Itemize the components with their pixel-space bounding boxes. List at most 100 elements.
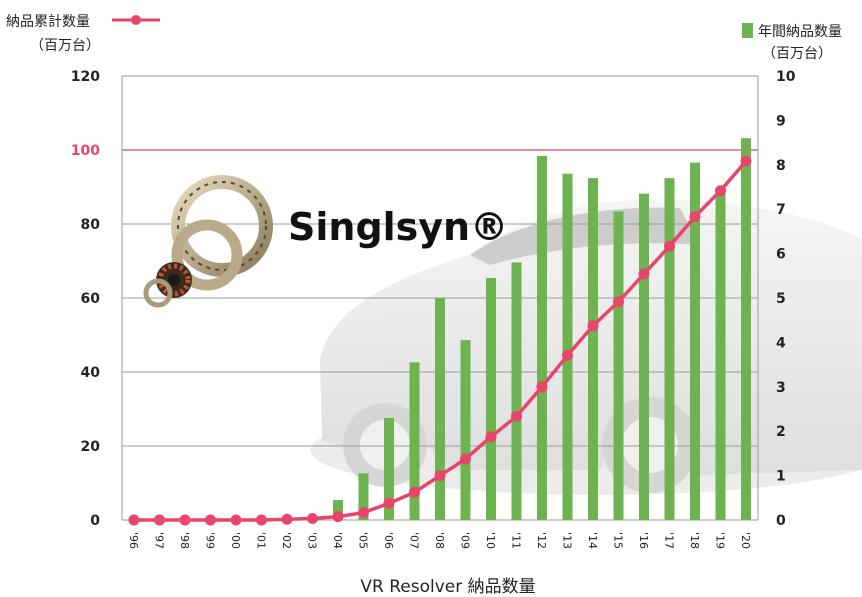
line-point bbox=[740, 155, 752, 167]
bar-legend-marker bbox=[742, 23, 753, 38]
bar bbox=[358, 473, 369, 520]
bar bbox=[664, 178, 675, 520]
x-tick-label: '97 bbox=[153, 532, 166, 549]
line-point bbox=[179, 514, 191, 526]
x-tick-label: '00 bbox=[229, 532, 242, 549]
right-tick-label: 2 bbox=[776, 424, 786, 440]
bar bbox=[511, 262, 522, 520]
right-tick-label: 0 bbox=[776, 513, 786, 529]
right-tick-label: 7 bbox=[776, 202, 786, 218]
x-tick-label: '13 bbox=[561, 532, 574, 549]
left-tick-label: 120 bbox=[71, 69, 100, 85]
bar bbox=[639, 193, 649, 520]
x-tick-label: '15 bbox=[612, 532, 625, 549]
x-tick-label: '18 bbox=[688, 532, 701, 549]
bar bbox=[384, 417, 394, 520]
right-tick-label: 8 bbox=[776, 158, 786, 174]
right-axis-ticks: 0 1 2 3 4 5 6 7 8 9 10 bbox=[776, 69, 796, 529]
line-point bbox=[638, 268, 650, 280]
left-axis-ticks: 0 20 40 60 80 100 120 bbox=[71, 69, 100, 529]
x-tick-label: '01 bbox=[255, 532, 268, 549]
left-tick-label: 40 bbox=[81, 365, 101, 381]
left-tick-label: 0 bbox=[90, 513, 100, 529]
right-tick-label: 10 bbox=[776, 69, 796, 85]
line-point bbox=[383, 497, 395, 509]
line-point bbox=[434, 470, 446, 482]
x-tick-label: '12 bbox=[535, 532, 548, 549]
right-tick-label: 9 bbox=[776, 113, 786, 129]
line-point bbox=[689, 211, 701, 223]
right-axis-label: 年間納品数量 bbox=[758, 24, 842, 40]
bar bbox=[460, 340, 471, 520]
bar bbox=[562, 173, 573, 520]
right-axis-unit: （百万台） bbox=[762, 46, 832, 62]
right-tick-label: 3 bbox=[776, 380, 786, 396]
x-tick-label: '11 bbox=[510, 532, 523, 549]
line-point bbox=[409, 486, 420, 498]
x-tick-label: '04 bbox=[331, 532, 344, 549]
bar bbox=[435, 298, 445, 520]
x-tick-label: '98 bbox=[178, 532, 191, 549]
x-tick-label: '03 bbox=[306, 532, 319, 549]
right-tick-label: 6 bbox=[776, 247, 786, 263]
line-point bbox=[562, 349, 573, 361]
left-tick-label: 20 bbox=[81, 439, 101, 455]
left-tick-label: 60 bbox=[81, 291, 101, 307]
x-tick-label: '20 bbox=[739, 532, 752, 549]
bar bbox=[588, 178, 598, 520]
line-series bbox=[128, 155, 752, 526]
bar bbox=[333, 500, 343, 520]
x-tick-label: '08 bbox=[433, 532, 446, 549]
line-legend-marker bbox=[112, 15, 160, 25]
bar bbox=[409, 362, 420, 520]
line-point bbox=[358, 507, 369, 519]
x-tick-label: '05 bbox=[357, 532, 370, 549]
x-tick-label: '14 bbox=[586, 532, 599, 549]
x-tick-label: '10 bbox=[484, 532, 497, 549]
line-point bbox=[256, 514, 267, 526]
line-point bbox=[664, 240, 675, 252]
x-tick-label: '07 bbox=[408, 532, 421, 549]
line-point bbox=[511, 410, 522, 422]
line-point bbox=[307, 513, 318, 525]
x-axis-ticks: '96 '97 '98 '99 '00 '01 '02 '03 '04 '05 '06 '07 '08 '… bbox=[127, 532, 752, 549]
line-point bbox=[154, 514, 165, 526]
x-tick-label: '16 bbox=[637, 532, 650, 549]
line-point bbox=[281, 513, 293, 525]
line-point bbox=[536, 381, 548, 393]
left-axis-unit: （百万台） bbox=[30, 38, 100, 54]
resolver-product-icon bbox=[143, 175, 273, 308]
line-point bbox=[460, 453, 471, 465]
right-tick-label: 4 bbox=[776, 335, 786, 351]
bar bbox=[741, 138, 751, 520]
line-point bbox=[128, 514, 140, 526]
x-tick-label: '19 bbox=[714, 532, 727, 549]
x-tick-label: '06 bbox=[382, 532, 395, 549]
bar bbox=[486, 278, 496, 520]
x-tick-label: '02 bbox=[280, 532, 293, 549]
chart-title: VR Resolver 納品数量 bbox=[360, 577, 535, 597]
left-axis-label: 納品累計数量 bbox=[6, 14, 90, 30]
left-tick-label: 80 bbox=[81, 217, 101, 233]
x-tick-label: '99 bbox=[204, 532, 217, 549]
line-point bbox=[485, 431, 497, 443]
brand-logo-text: Singlsyn® bbox=[288, 205, 508, 249]
x-tick-label: '17 bbox=[663, 532, 676, 549]
line-point bbox=[715, 185, 726, 197]
x-tick-label: '96 bbox=[127, 532, 140, 549]
line-point bbox=[332, 511, 344, 523]
right-tick-label: 5 bbox=[776, 291, 786, 307]
bar bbox=[715, 191, 726, 520]
line-point bbox=[613, 296, 624, 308]
bar bbox=[537, 155, 547, 521]
left-tick-label: 100 bbox=[71, 143, 100, 159]
line-point bbox=[587, 320, 599, 332]
right-tick-label: 1 bbox=[776, 469, 786, 485]
bar-series bbox=[333, 138, 751, 521]
x-tick-label: '09 bbox=[459, 532, 472, 549]
bar bbox=[613, 211, 624, 521]
line-point bbox=[205, 514, 216, 526]
bar bbox=[690, 162, 700, 520]
line-point bbox=[230, 514, 242, 526]
